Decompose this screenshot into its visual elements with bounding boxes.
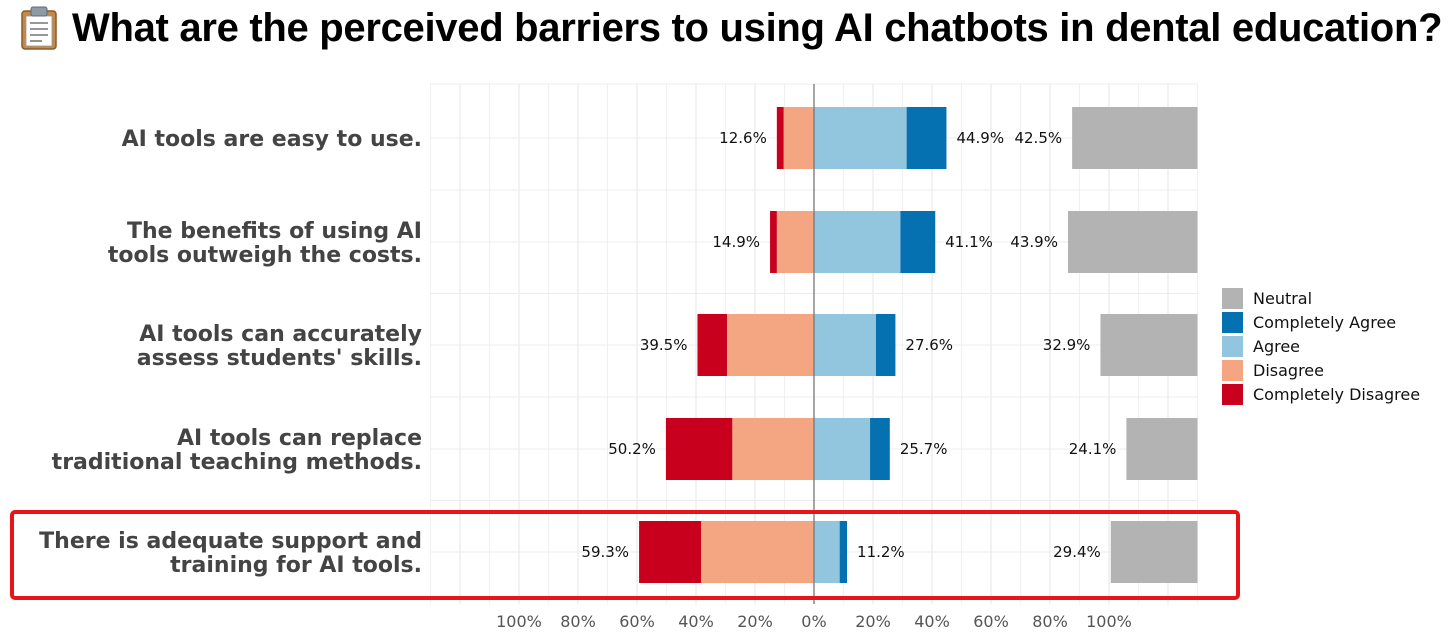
category-label: tools outweigh the costs.: [108, 243, 422, 268]
neutral-percent-label: 29.4%: [1053, 543, 1101, 561]
x-tick-label: 40%: [914, 612, 950, 631]
neutral-percent-label: 42.5%: [1014, 129, 1062, 147]
category-label: training for AI tools.: [170, 553, 422, 578]
legend-swatch: [1222, 287, 1243, 309]
legend-label: Disagree: [1253, 360, 1324, 380]
category-label: AI tools can accurately: [139, 322, 422, 347]
x-tick-label: 0%: [801, 612, 826, 631]
legend: Neutral Completely Agree Agree Disagree Comp…: [1222, 286, 1420, 406]
agree-percent-label: 27.6%: [905, 336, 953, 354]
bar-neutral: [1067, 211, 1198, 273]
bar-completely-agree: [870, 418, 890, 480]
title-row: What are the perceived barriers to using…: [20, 2, 1443, 54]
disagree-percent-label: 59.3%: [581, 543, 629, 561]
category-label: AI tools can replace: [177, 426, 422, 451]
legend-label: Completely Disagree: [1253, 384, 1421, 404]
legend-item: Neutral: [1222, 286, 1420, 310]
legend-item: Agree: [1222, 334, 1420, 358]
highlight-box: [10, 510, 1240, 600]
bar-completely-disagree: [639, 521, 702, 583]
category-label: traditional teaching methods.: [52, 450, 422, 475]
bar-agree: [814, 521, 840, 583]
bar-disagree: [732, 418, 814, 480]
x-tick-label: 20%: [737, 612, 773, 631]
bar-neutral: [1072, 107, 1198, 169]
x-tick-label: 60%: [973, 612, 1009, 631]
disagree-percent-label: 50.2%: [608, 440, 656, 458]
bar-completely-disagree: [770, 211, 777, 273]
x-tick-label: 100%: [1086, 612, 1132, 631]
x-tick-label: 40%: [678, 612, 714, 631]
legend-swatch: [1222, 383, 1243, 405]
bar-neutral: [1126, 418, 1198, 480]
bar-agree: [814, 107, 907, 169]
agree-percent-label: 44.9%: [956, 129, 1004, 147]
x-tick-label: 20%: [855, 612, 891, 631]
disagree-percent-label: 39.5%: [640, 336, 688, 354]
bar-disagree: [776, 211, 814, 273]
disagree-percent-label: 12.6%: [719, 129, 767, 147]
legend-item: Disagree: [1222, 358, 1420, 382]
bar-agree: [814, 418, 871, 480]
legend-label: Neutral: [1253, 288, 1313, 308]
axis: 100% 80% 60% 40% 20% 0% 20% 40% 60% 80% 100%: [496, 84, 1132, 631]
bar-neutral: [1110, 521, 1198, 583]
bar-completely-agree: [900, 211, 936, 273]
legend-swatch: [1222, 311, 1243, 333]
bars: [639, 107, 1198, 583]
labels: 12.6% 44.9% 42.5% AI tools are easy to use.…: [10, 127, 1240, 600]
bar-disagree: [726, 314, 814, 376]
legend-swatch: [1222, 359, 1243, 381]
legend-label: Agree: [1253, 336, 1301, 356]
agree-percent-label: 11.2%: [857, 543, 905, 561]
bar-completely-disagree: [697, 314, 727, 376]
category-label: There is adequate support and: [39, 529, 422, 554]
agree-percent-label: 41.1%: [945, 233, 993, 251]
legend-label: Completely Agree: [1253, 312, 1397, 332]
category-label: assess students' skills.: [137, 346, 422, 371]
x-tick-label: 60%: [619, 612, 655, 631]
bar-completely-agree: [839, 521, 848, 583]
neutral-percent-label: 32.9%: [1043, 336, 1091, 354]
bar-disagree: [783, 107, 814, 169]
legend-item: Completely Agree: [1222, 310, 1420, 334]
bar-agree: [814, 211, 901, 273]
bar-completely-disagree: [776, 107, 784, 169]
legend-swatch: [1222, 335, 1243, 357]
bar-completely-disagree: [665, 418, 733, 480]
disagree-percent-label: 14.9%: [712, 233, 760, 251]
bar-neutral: [1100, 314, 1198, 376]
bar-disagree: [701, 521, 814, 583]
x-tick-label: 80%: [1032, 612, 1068, 631]
neutral-percent-label: 24.1%: [1069, 440, 1117, 458]
bar-completely-agree: [906, 107, 947, 169]
agree-percent-label: 25.7%: [900, 440, 948, 458]
x-tick-label: 80%: [560, 612, 596, 631]
category-label: AI tools are easy to use.: [122, 127, 422, 152]
bar-completely-agree: [875, 314, 896, 376]
clipboard-icon: [21, 6, 57, 50]
chart-title: What are the perceived barriers to using…: [72, 5, 1443, 50]
bar-agree: [814, 314, 876, 376]
x-tick-label: 100%: [496, 612, 542, 631]
category-label: The benefits of using AI: [127, 219, 422, 244]
legend-item: Completely Disagree: [1222, 382, 1420, 406]
neutral-percent-label: 43.9%: [1010, 233, 1058, 251]
